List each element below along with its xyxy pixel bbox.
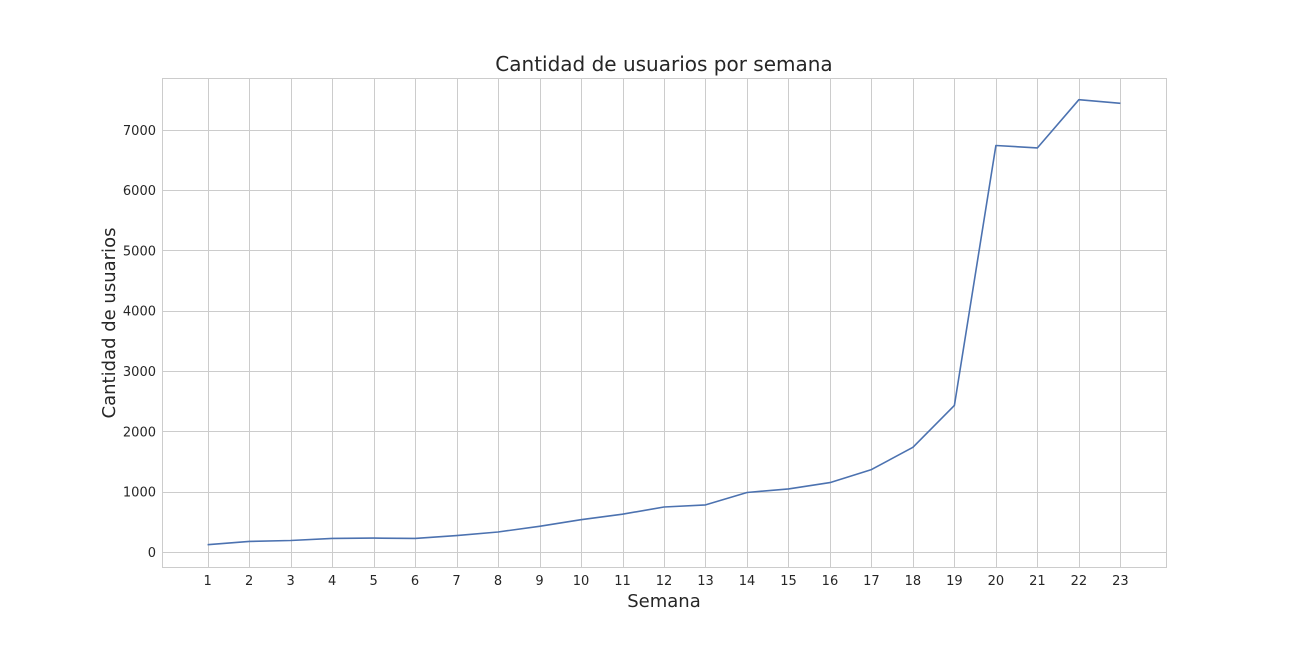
x-tick-label: 8 xyxy=(494,574,502,589)
grid-lines xyxy=(162,78,1166,567)
y-tick-label: 0 xyxy=(148,546,156,561)
x-tick-label: 11 xyxy=(614,574,631,589)
x-axis-label: Semana xyxy=(627,591,701,612)
tick-labels: 1 2 3 4 5 6 7 8 9 10 11 12 13 14 15 16 17 18 19 20 21 22 23010… xyxy=(123,124,1129,589)
x-tick-label: 17 xyxy=(863,574,880,589)
x-tick-label: 3 xyxy=(286,574,294,589)
plot-frame xyxy=(162,78,1167,568)
x-tick-label: 10 xyxy=(573,574,590,589)
x-tick-label: 5 xyxy=(369,574,377,589)
x-tick-label: 6 xyxy=(411,574,419,589)
x-tick-label: 21 xyxy=(1029,574,1046,589)
x-tick-label: 22 xyxy=(1071,574,1088,589)
chart-title: Cantidad de usuarios por semana xyxy=(495,52,832,76)
series-line xyxy=(207,98,1121,546)
y-tick-label: 7000 xyxy=(123,124,156,139)
x-tick-label: 19 xyxy=(946,574,963,589)
y-tick-label: 2000 xyxy=(123,425,156,440)
x-tick-label: 4 xyxy=(328,574,336,589)
series-layer xyxy=(207,98,1121,546)
x-tick-label: 1 xyxy=(203,574,211,589)
y-axis-label: Cantidad de usuarios xyxy=(99,228,120,419)
x-tick-label: 14 xyxy=(739,574,756,589)
y-tick-label: 4000 xyxy=(123,305,156,320)
x-tick-label: 23 xyxy=(1112,574,1129,589)
y-tick-label: 1000 xyxy=(123,486,156,501)
x-tick-label: 20 xyxy=(988,574,1005,589)
x-tick-label: 7 xyxy=(452,574,460,589)
x-tick-label: 13 xyxy=(697,574,714,589)
x-tick-label: 2 xyxy=(245,574,253,589)
x-tick-label: 15 xyxy=(780,574,797,589)
x-tick-label: 9 xyxy=(535,574,543,589)
x-tick-label: 18 xyxy=(905,574,922,589)
y-tick-label: 5000 xyxy=(123,244,156,259)
x-tick-label: 12 xyxy=(656,574,673,589)
y-tick-label: 6000 xyxy=(123,184,156,199)
x-tick-label: 16 xyxy=(822,574,839,589)
y-tick-label: 3000 xyxy=(123,365,156,380)
